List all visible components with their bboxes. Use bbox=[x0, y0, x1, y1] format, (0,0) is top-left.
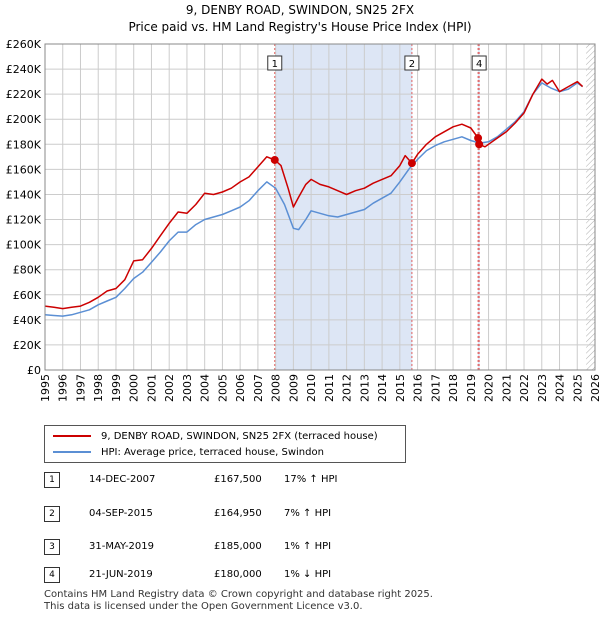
x-tick-label: 2001 bbox=[145, 374, 158, 402]
sale-date: 14-DEC-2007 bbox=[89, 474, 156, 485]
x-tick-label: 1996 bbox=[57, 374, 70, 402]
legend-label-property: 9, DENBY ROAD, SWINDON, SN25 2FX (terrac… bbox=[101, 430, 378, 442]
sale-price: £185,000 bbox=[214, 541, 262, 552]
sale-row: 4 21-JUN-2019 £180,000 1% ↓ HPI bbox=[44, 567, 384, 583]
hpi-line bbox=[44, 82, 584, 317]
property-price-line bbox=[44, 78, 584, 310]
x-tick-label: 1998 bbox=[92, 374, 105, 402]
x-tick-label: 2014 bbox=[376, 374, 389, 402]
x-tick-label: 2000 bbox=[128, 374, 141, 402]
y-tick-label: £100K bbox=[6, 239, 42, 252]
legend-label-hpi: HPI: Average price, terraced house, Swin… bbox=[101, 446, 324, 458]
sale-date: 04-SEP-2015 bbox=[89, 508, 153, 519]
sale-point bbox=[475, 140, 484, 149]
sale-marker-label: 1 bbox=[272, 59, 278, 70]
y-tick-label: £220K bbox=[6, 88, 42, 101]
y-tick-label: £180K bbox=[6, 138, 42, 151]
y-tick-label: £60K bbox=[13, 289, 42, 302]
sale-date: 31-MAY-2019 bbox=[89, 541, 155, 552]
x-tick-label: 2005 bbox=[216, 374, 229, 402]
sale-marker-box bbox=[471, 55, 487, 71]
legend-swatch-property bbox=[53, 435, 91, 437]
sale-hpi-diff: 1% ↑ HPI bbox=[284, 541, 332, 552]
sale-number: 2 bbox=[44, 506, 60, 522]
x-tick-label: 2006 bbox=[234, 374, 247, 402]
x-tick-label: 2017 bbox=[429, 374, 442, 402]
y-tick-label: £160K bbox=[6, 163, 42, 176]
shaded-region bbox=[477, 44, 480, 370]
x-tick-label: 2003 bbox=[181, 374, 194, 402]
chart-title: 9, DENBY ROAD, SWINDON, SN25 2FX bbox=[185, 3, 415, 17]
x-tick-label: 2015 bbox=[394, 374, 407, 402]
sale-number: 1 bbox=[44, 472, 60, 488]
x-tick-label: 2018 bbox=[447, 374, 460, 402]
sale-marker-box bbox=[404, 55, 420, 71]
y-tick-label: £240K bbox=[6, 63, 42, 76]
x-tick-label: 2026 bbox=[589, 374, 600, 402]
x-tick-label: 2019 bbox=[465, 374, 478, 402]
x-tick-label: 2020 bbox=[483, 374, 496, 402]
sale-marker-label: 2 bbox=[409, 59, 415, 70]
footer-licence: This data is licensed under the Open Gov… bbox=[44, 601, 363, 612]
y-tick-label: £20K bbox=[13, 339, 42, 352]
x-tick-label: 2008 bbox=[270, 374, 283, 402]
sale-hpi-diff: 17% ↑ HPI bbox=[284, 474, 338, 485]
sale-point bbox=[474, 134, 483, 143]
sale-row: 1 14-DEC-2007 £167,500 17% ↑ HPI bbox=[44, 472, 384, 488]
x-tick-label: 2007 bbox=[252, 374, 265, 402]
x-tick-label: 1999 bbox=[110, 374, 123, 402]
sale-date: 21-JUN-2019 bbox=[89, 569, 153, 580]
x-tick-label: 1997 bbox=[74, 374, 87, 402]
x-tick-label: 2025 bbox=[571, 374, 584, 402]
sale-hpi-diff: 1% ↓ HPI bbox=[284, 569, 332, 580]
sale-price: £167,500 bbox=[214, 474, 262, 485]
y-tick-label: £0 bbox=[27, 364, 41, 377]
plot-border bbox=[44, 43, 596, 371]
x-tick-label: 2022 bbox=[518, 374, 531, 402]
x-tick-label: 2002 bbox=[163, 374, 176, 402]
x-tick-label: 2021 bbox=[500, 374, 513, 402]
y-tick-label: £200K bbox=[6, 113, 42, 126]
sale-marker-box bbox=[267, 55, 283, 71]
sale-hpi-diff: 7% ↑ HPI bbox=[284, 508, 332, 519]
y-tick-label: £80K bbox=[13, 264, 42, 277]
x-tick-label: 2004 bbox=[199, 374, 212, 402]
y-tick-label: £40K bbox=[13, 314, 42, 327]
y-tick-label: £260K bbox=[6, 38, 42, 51]
legend-item-property: 9, DENBY ROAD, SWINDON, SN25 2FX (terrac… bbox=[53, 429, 378, 443]
sale-row: 2 04-SEP-2015 £164,950 7% ↑ HPI bbox=[44, 506, 384, 522]
x-tick-label: 1995 bbox=[39, 374, 52, 402]
y-tick-label: £140K bbox=[6, 188, 42, 201]
sale-price: £164,950 bbox=[214, 508, 262, 519]
x-tick-label: 2012 bbox=[341, 374, 354, 402]
sale-marker-label: 4 bbox=[476, 59, 482, 70]
price-chart: £0 £20K £40K £60K £80K £100K £120K £140K £160K £1… bbox=[6, 38, 600, 402]
chart-subtitle: Price paid vs. HM Land Registry's House … bbox=[128, 20, 472, 34]
shaded-region bbox=[275, 44, 413, 370]
x-tick-label: 2009 bbox=[287, 374, 300, 402]
x-tick-label: 2013 bbox=[358, 374, 371, 402]
sale-price: £180,000 bbox=[214, 569, 262, 580]
x-tick-label: 2010 bbox=[305, 374, 318, 402]
x-tick-label: 2024 bbox=[554, 374, 567, 402]
legend-item-hpi: HPI: Average price, terraced house, Swin… bbox=[53, 445, 324, 459]
y-tick-label: £120K bbox=[6, 214, 42, 227]
legend-swatch-hpi bbox=[53, 451, 91, 453]
sale-point bbox=[407, 159, 416, 168]
footer-copyright: Contains HM Land Registry data © Crown c… bbox=[44, 589, 433, 600]
sale-row: 3 31-MAY-2019 £185,000 1% ↑ HPI bbox=[44, 539, 384, 555]
legend: 9, DENBY ROAD, SWINDON, SN25 2FX (terrac… bbox=[44, 425, 406, 463]
sale-point bbox=[270, 155, 279, 164]
x-tick-label: 2011 bbox=[323, 374, 336, 402]
sale-number: 4 bbox=[44, 567, 60, 583]
sale-number: 3 bbox=[44, 539, 60, 555]
x-tick-label: 2016 bbox=[412, 374, 425, 402]
x-tick-label: 2023 bbox=[536, 374, 549, 402]
hatched-region bbox=[586, 44, 595, 370]
